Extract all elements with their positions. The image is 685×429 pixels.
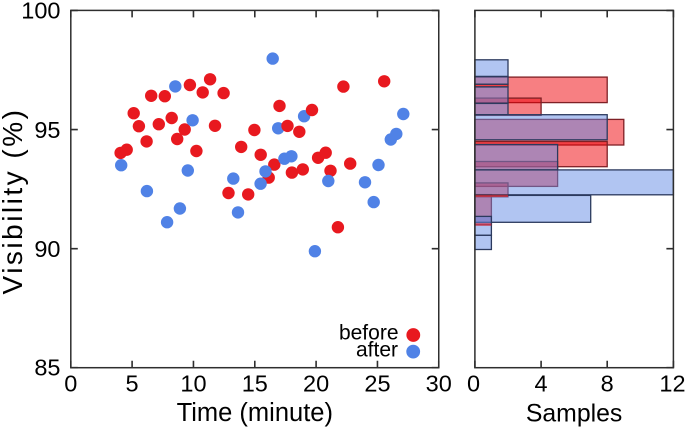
svg-text:8: 8 <box>601 371 614 397</box>
svg-text:100: 100 <box>21 0 60 24</box>
svg-text:before: before <box>339 321 399 344</box>
svg-text:25: 25 <box>364 371 390 397</box>
svg-text:Samples: Samples <box>526 401 622 428</box>
svg-text:15: 15 <box>242 371 268 397</box>
svg-text:95: 95 <box>34 117 60 143</box>
svg-text:4: 4 <box>535 371 548 397</box>
svg-text:Visibility (%): Visibility (%) <box>0 108 28 295</box>
svg-text:after: after <box>356 339 398 362</box>
svg-text:85: 85 <box>34 354 60 380</box>
svg-text:10: 10 <box>180 371 206 397</box>
svg-text:12: 12 <box>659 371 685 397</box>
svg-text:0: 0 <box>64 371 77 397</box>
svg-text:5: 5 <box>126 371 139 397</box>
svg-text:90: 90 <box>34 236 60 262</box>
svg-text:0: 0 <box>467 371 480 397</box>
svg-text:30: 30 <box>426 371 452 397</box>
svg-text:Time (minute): Time (minute) <box>177 399 333 427</box>
svg-text:20: 20 <box>303 371 329 397</box>
